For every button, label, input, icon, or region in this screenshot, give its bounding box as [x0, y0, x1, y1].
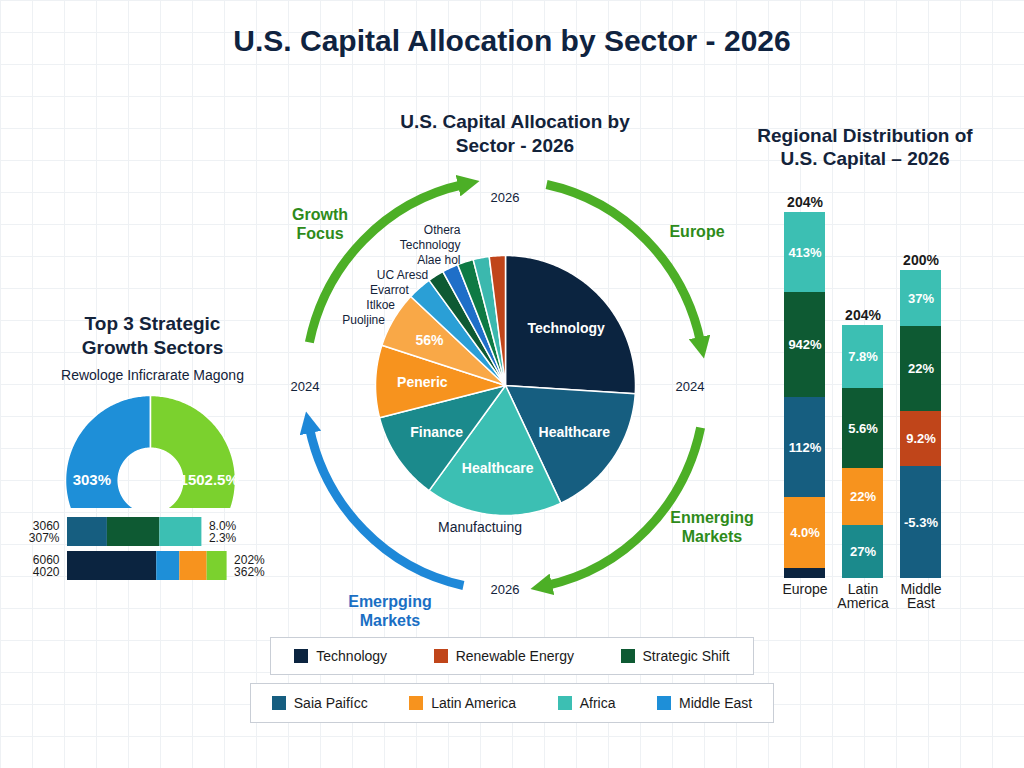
svg-text:413%: 413%	[788, 245, 822, 260]
svg-text:Peneric: Peneric	[397, 374, 448, 390]
svg-text:Healthcare: Healthcare	[462, 460, 534, 476]
html-text:Strategic Shift: Strategic Shift	[642, 648, 730, 664]
html-text:Emerpging Markets: Emerpging Markets	[348, 593, 432, 629]
svg-text:204%: 204%	[845, 307, 881, 323]
svg-text:1502.5%: 1502.5%	[180, 471, 239, 488]
svg-text:7.8%: 7.8%	[848, 349, 878, 364]
svg-text:Finance: Finance	[410, 424, 463, 440]
svg-text:22%: 22%	[908, 361, 934, 376]
svg-text:112%: 112%	[789, 440, 822, 455]
html-text:2026: 2026	[490, 582, 520, 597]
html-text:Manufactuing: Manufactuing	[438, 519, 522, 535]
svg-text:4.0%: 4.0%	[790, 525, 820, 540]
html-text:Rewologe Inficrarate Magong: Rewologe Inficrarate Magong	[61, 367, 244, 383]
html-text:Latin America: Latin America	[431, 695, 517, 711]
html-text:Regional Distribution of U.S.: Regional Distribution of U.S. Capital – …	[757, 125, 973, 169]
html-text:Technology: Technology	[316, 648, 388, 664]
html-text:Enmerging Markets: Enmerging Markets	[670, 509, 754, 545]
svg-text:3060307%: 3060307%	[29, 519, 60, 545]
svg-text:Othera: Othera	[424, 223, 461, 237]
svg-text:Evarrot: Evarrot	[370, 283, 409, 297]
html-text:Top 3 Strategic Growth Sectors: Top 3 Strategic Growth Sectors	[81, 313, 224, 358]
html-text:2024: 2024	[290, 379, 320, 394]
svg-text:Puoljine: Puoljine	[342, 313, 385, 327]
html-text:U.S. Capital Allocation by Sec: U.S. Capital Allocation by Sector - 2026	[233, 24, 791, 57]
svg-text:303%: 303%	[73, 471, 111, 488]
svg-text:202%362%: 202%362%	[234, 553, 265, 579]
svg-text:Itlkoe: Itlkoe	[366, 298, 395, 312]
svg-text:UC Aresd: UC Aresd	[377, 268, 428, 282]
svg-text:9.2%: 9.2%	[906, 431, 936, 446]
svg-text:8.0%2.3%: 8.0%2.3%	[209, 519, 237, 545]
svg-text:200%: 200%	[903, 252, 939, 268]
svg-text:60604020: 60604020	[33, 553, 60, 579]
html-text:Africa: Africa	[579, 695, 616, 711]
html-text:2024: 2024	[675, 379, 705, 394]
html-text:U.S. Capital Allocation by Sec: U.S. Capital Allocation by Sector - 2026	[400, 111, 630, 156]
svg-text:56%: 56%	[415, 332, 444, 348]
svg-text:37%: 37%	[908, 291, 934, 306]
html-text:Growth Focus: Growth Focus	[292, 206, 348, 242]
svg-text:Healthcare: Healthcare	[539, 424, 611, 440]
svg-text:LatinAmerica: LatinAmerica	[837, 581, 889, 611]
svg-text:27%: 27%	[850, 544, 876, 559]
svg-text:22%: 22%	[850, 489, 876, 504]
svg-text:5.6%: 5.6%	[848, 421, 878, 436]
svg-text:Europe: Europe	[782, 581, 827, 597]
svg-text:204%: 204%	[787, 194, 823, 210]
html-text:Renewable Energy: Renewable Energy	[455, 648, 574, 664]
html-text:2026: 2026	[490, 190, 520, 205]
html-text:Europe: Europe	[669, 223, 725, 240]
html-text:Saia Paifícc: Saia Paifícc	[293, 695, 368, 711]
svg-text:Alae hol: Alae hol	[417, 253, 460, 267]
svg-text:Technology: Technology	[527, 320, 605, 336]
svg-text:-5.3%: -5.3%	[904, 515, 938, 530]
svg-text:Technology: Technology	[400, 238, 461, 252]
svg-text:MiddleEast: MiddleEast	[900, 581, 941, 611]
svg-text:942%: 942%	[788, 337, 822, 352]
html-text:Middle East: Middle East	[679, 695, 753, 711]
